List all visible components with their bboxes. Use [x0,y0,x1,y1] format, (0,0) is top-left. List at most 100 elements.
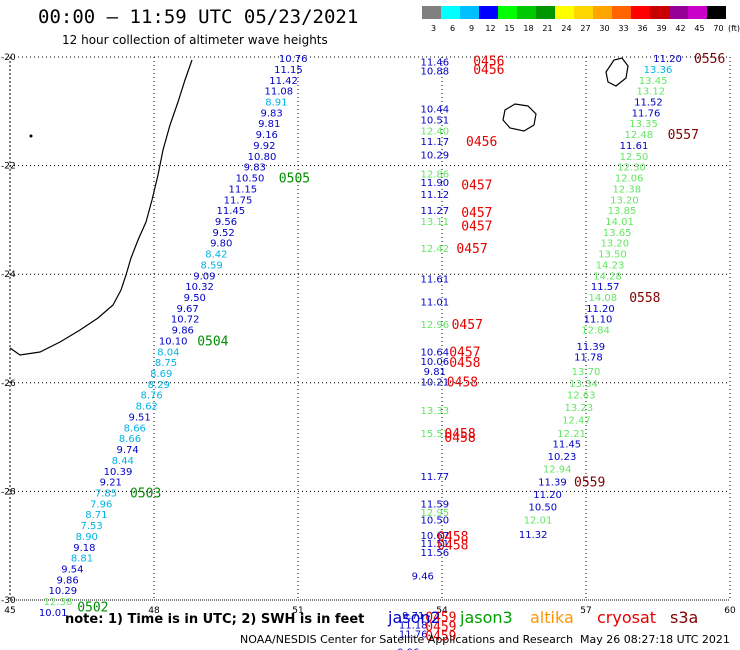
swh-reading: 12.40 [420,126,449,137]
swh-reading: 9.83 [260,108,282,119]
swh-reading: 9.86 [56,575,78,586]
coastline-mauritius [605,57,629,87]
lat-tick-label: -30 [1,596,16,606]
scale-label: 21 [542,24,552,33]
pass-time-cryosat: 0457 [461,206,492,221]
swh-reading: 9.67 [176,304,198,315]
swh-reading: 13.12 [636,87,665,98]
lat-tick-label: -26 [1,379,16,389]
swh-reading: 8.90 [76,532,98,543]
swh-reading: 12.48 [624,130,653,141]
swh-reading: 8.66 [119,434,141,445]
swh-reading: 12.01 [524,516,553,527]
swh-reading: 11.20 [586,304,615,315]
scale-swatch [631,6,650,19]
pass-time-s3a: 0558 [629,291,660,306]
swh-reading: 12.38 [44,597,73,608]
swh-reading: 8.91 [265,98,287,109]
swh-reading: 8.44 [112,456,134,467]
swh-reading: 7.85 [95,488,117,499]
swh-reading: 11.32 [519,530,548,541]
swh-reading: 13.85 [608,206,637,217]
swh-reading: 11.18 [399,620,428,631]
swh-reading: 13.36 [644,65,673,76]
swh-reading: 11.20 [533,490,562,501]
scale-unit: (ft) [728,24,740,33]
swh-reading: 11.61 [620,141,649,152]
swh-reading: 10.21 [420,378,449,389]
swh-reading: 11.45 [216,206,245,217]
swh-reading: 9.86 [172,326,194,337]
swh-reading: 14.23 [596,260,625,271]
legend-cryosat: cryosat [597,608,657,627]
pass-time-cryosat: 0459 [425,620,456,635]
swh-reading: 8.81 [71,554,93,565]
legend-altika: altika [530,608,574,627]
swh-reading: 9.74 [116,445,138,456]
scale-label: 39 [656,24,666,33]
swh-reading: 8.59 [200,260,222,271]
swh-reading: 12.96 [420,320,449,331]
swh-reading: 9.71 [402,611,424,622]
pass-time-jason3: 0502 [77,601,108,616]
swh-reading: 12.30 [617,163,646,174]
swh-reading: 15.51 [420,429,449,440]
pass-time-jason3: 0505 [279,172,310,187]
coastline-islet [29,134,33,138]
swh-reading: 8.42 [205,250,227,261]
lon-tick-label: 48 [148,606,160,616]
scale-label: 30 [599,24,609,33]
swh-reading: 11.61 [420,275,449,286]
scale-swatch [479,6,498,19]
swh-reading: 13.35 [629,119,658,130]
swh-reading: 13.33 [420,406,449,417]
swh-reading: 11.15 [228,184,257,195]
swh-reading: 10.72 [171,315,200,326]
scale-label: 9 [469,24,474,33]
pass-time-cryosat: 0456 [473,63,504,78]
scale-swatch [555,6,574,19]
swh-reading: 11.46 [420,57,449,68]
swh-reading: 11.12 [420,190,449,201]
scale-label: 3 [431,24,436,33]
swh-reading: 9.83 [244,163,266,174]
swh-reading: 10.06 [420,357,449,368]
lat-tick-label: -20 [1,53,16,63]
swh-reading: 9.81 [258,119,280,130]
swh-reading: 11.10 [584,315,613,326]
swh-reading: 8.71 [85,510,107,521]
swh-reading: 9.51 [128,412,150,423]
scale-swatch [517,6,536,19]
scale-label: 36 [637,24,647,33]
lon-tick-label: 54 [436,606,448,616]
swh-reading: 9.52 [212,228,234,239]
footer-note: note: 1) Time is in UTC; 2) SWH is in fe… [65,612,365,627]
scale-label: 18 [523,24,533,33]
swh-reading: 9.46 [412,572,434,583]
pass-time-cryosat: 0459 [425,610,456,625]
swh-reading: 11.39 [538,478,567,489]
swh-reading: 13.50 [598,250,627,261]
swh-reading: 9.54 [61,565,83,576]
swh-reading: 10.50 [528,503,557,514]
pass-time-cryosat: 0456 [466,135,497,150]
swh-reading: 13.20 [600,239,629,250]
footer-timestamp: May 26 08:27:18 UTC 2021 [580,633,730,646]
swh-reading: 9.81 [424,367,446,378]
scale-swatch [707,6,726,19]
swh-reading: 13.45 [639,76,668,87]
lat-tick-label: -24 [1,270,16,280]
swh-reading: 12.63 [567,391,596,402]
scale-label: 70 [713,24,723,33]
page-subtitle: 12 hour collection of altimeter wave hei… [62,33,328,47]
pass-time-cryosat: 0458 [437,530,468,545]
pass-time-jason3: 0504 [197,334,228,349]
swh-reading: 9.96 [397,648,419,650]
swh-reading: 11.52 [634,98,663,109]
swh-reading: 12.86 [420,170,449,181]
legend-jason3: jason3 [460,608,513,627]
scale-swatch [593,6,612,19]
swh-reading: 11.57 [591,282,620,293]
lon-tick-label: 45 [4,606,15,616]
